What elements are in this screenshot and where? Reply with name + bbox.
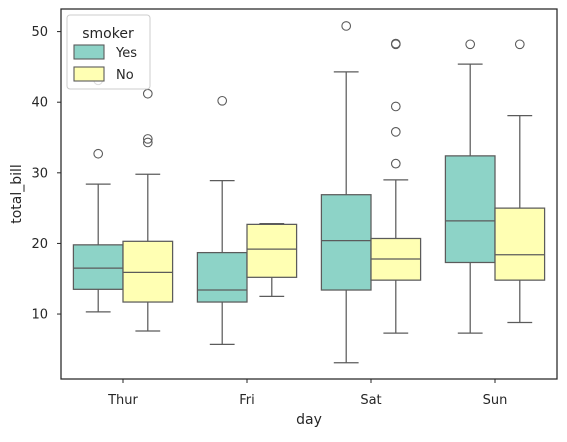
box-iqr: [72, 244, 124, 290]
outlier-point: [390, 101, 401, 112]
box-yes-thur: [72, 75, 124, 313]
box-no-sat: [370, 38, 422, 334]
outlier-point: [142, 88, 153, 99]
outlier-point: [390, 158, 401, 169]
legend-label-no: No: [116, 68, 134, 83]
x-tick-label: Sat: [360, 393, 381, 408]
outlier-point: [514, 39, 525, 50]
outlier-point: [142, 137, 153, 148]
legend-swatch-no: [73, 66, 105, 82]
box-iqr: [196, 251, 248, 303]
box-yes-sun: [444, 39, 496, 334]
box-yes-sat: [320, 21, 372, 364]
y-tick-label: 30: [31, 166, 48, 181]
plot-frame: [60, 8, 558, 380]
outlier-point: [217, 95, 228, 106]
box-no-thur: [122, 88, 174, 332]
y-tick-label: 20: [31, 237, 48, 252]
outlier-point: [465, 39, 476, 50]
box-no-fri: [246, 223, 298, 298]
box-iqr: [122, 240, 174, 303]
box-iqr: [246, 223, 298, 278]
y-tick-label: 10: [31, 308, 48, 323]
legend: smoker Yes No: [66, 14, 151, 90]
y-tick-label: 50: [31, 25, 48, 40]
box-no-sun: [494, 39, 546, 324]
x-tick-label: Fri: [239, 393, 255, 408]
box-iqr: [320, 194, 372, 291]
outlier-point: [93, 148, 104, 159]
y-axis-ticks: 10 20 30 40 50: [31, 25, 61, 323]
x-axis-ticks: Thur Fri Sat Sun: [107, 379, 507, 408]
legend-label-yes: Yes: [115, 46, 137, 61]
box-yes-fri: [196, 95, 248, 346]
legend-entries: Yes No: [73, 44, 137, 83]
box-iqr: [494, 207, 546, 281]
outlier-point: [390, 127, 401, 137]
outlier-point: [390, 38, 401, 49]
y-tick-label: 40: [31, 96, 48, 111]
box-iqr: [444, 155, 496, 264]
legend-swatch-yes: [73, 44, 105, 60]
outlier-point: [142, 134, 153, 144]
x-tick-label: Sun: [483, 393, 508, 408]
x-tick-label: Thur: [107, 393, 138, 408]
legend-title: smoker: [82, 26, 134, 42]
outlier-point: [341, 21, 352, 31]
x-axis-label: day: [296, 412, 322, 428]
plot-area: [72, 21, 546, 364]
y-axis-label: total_bill: [9, 164, 25, 224]
